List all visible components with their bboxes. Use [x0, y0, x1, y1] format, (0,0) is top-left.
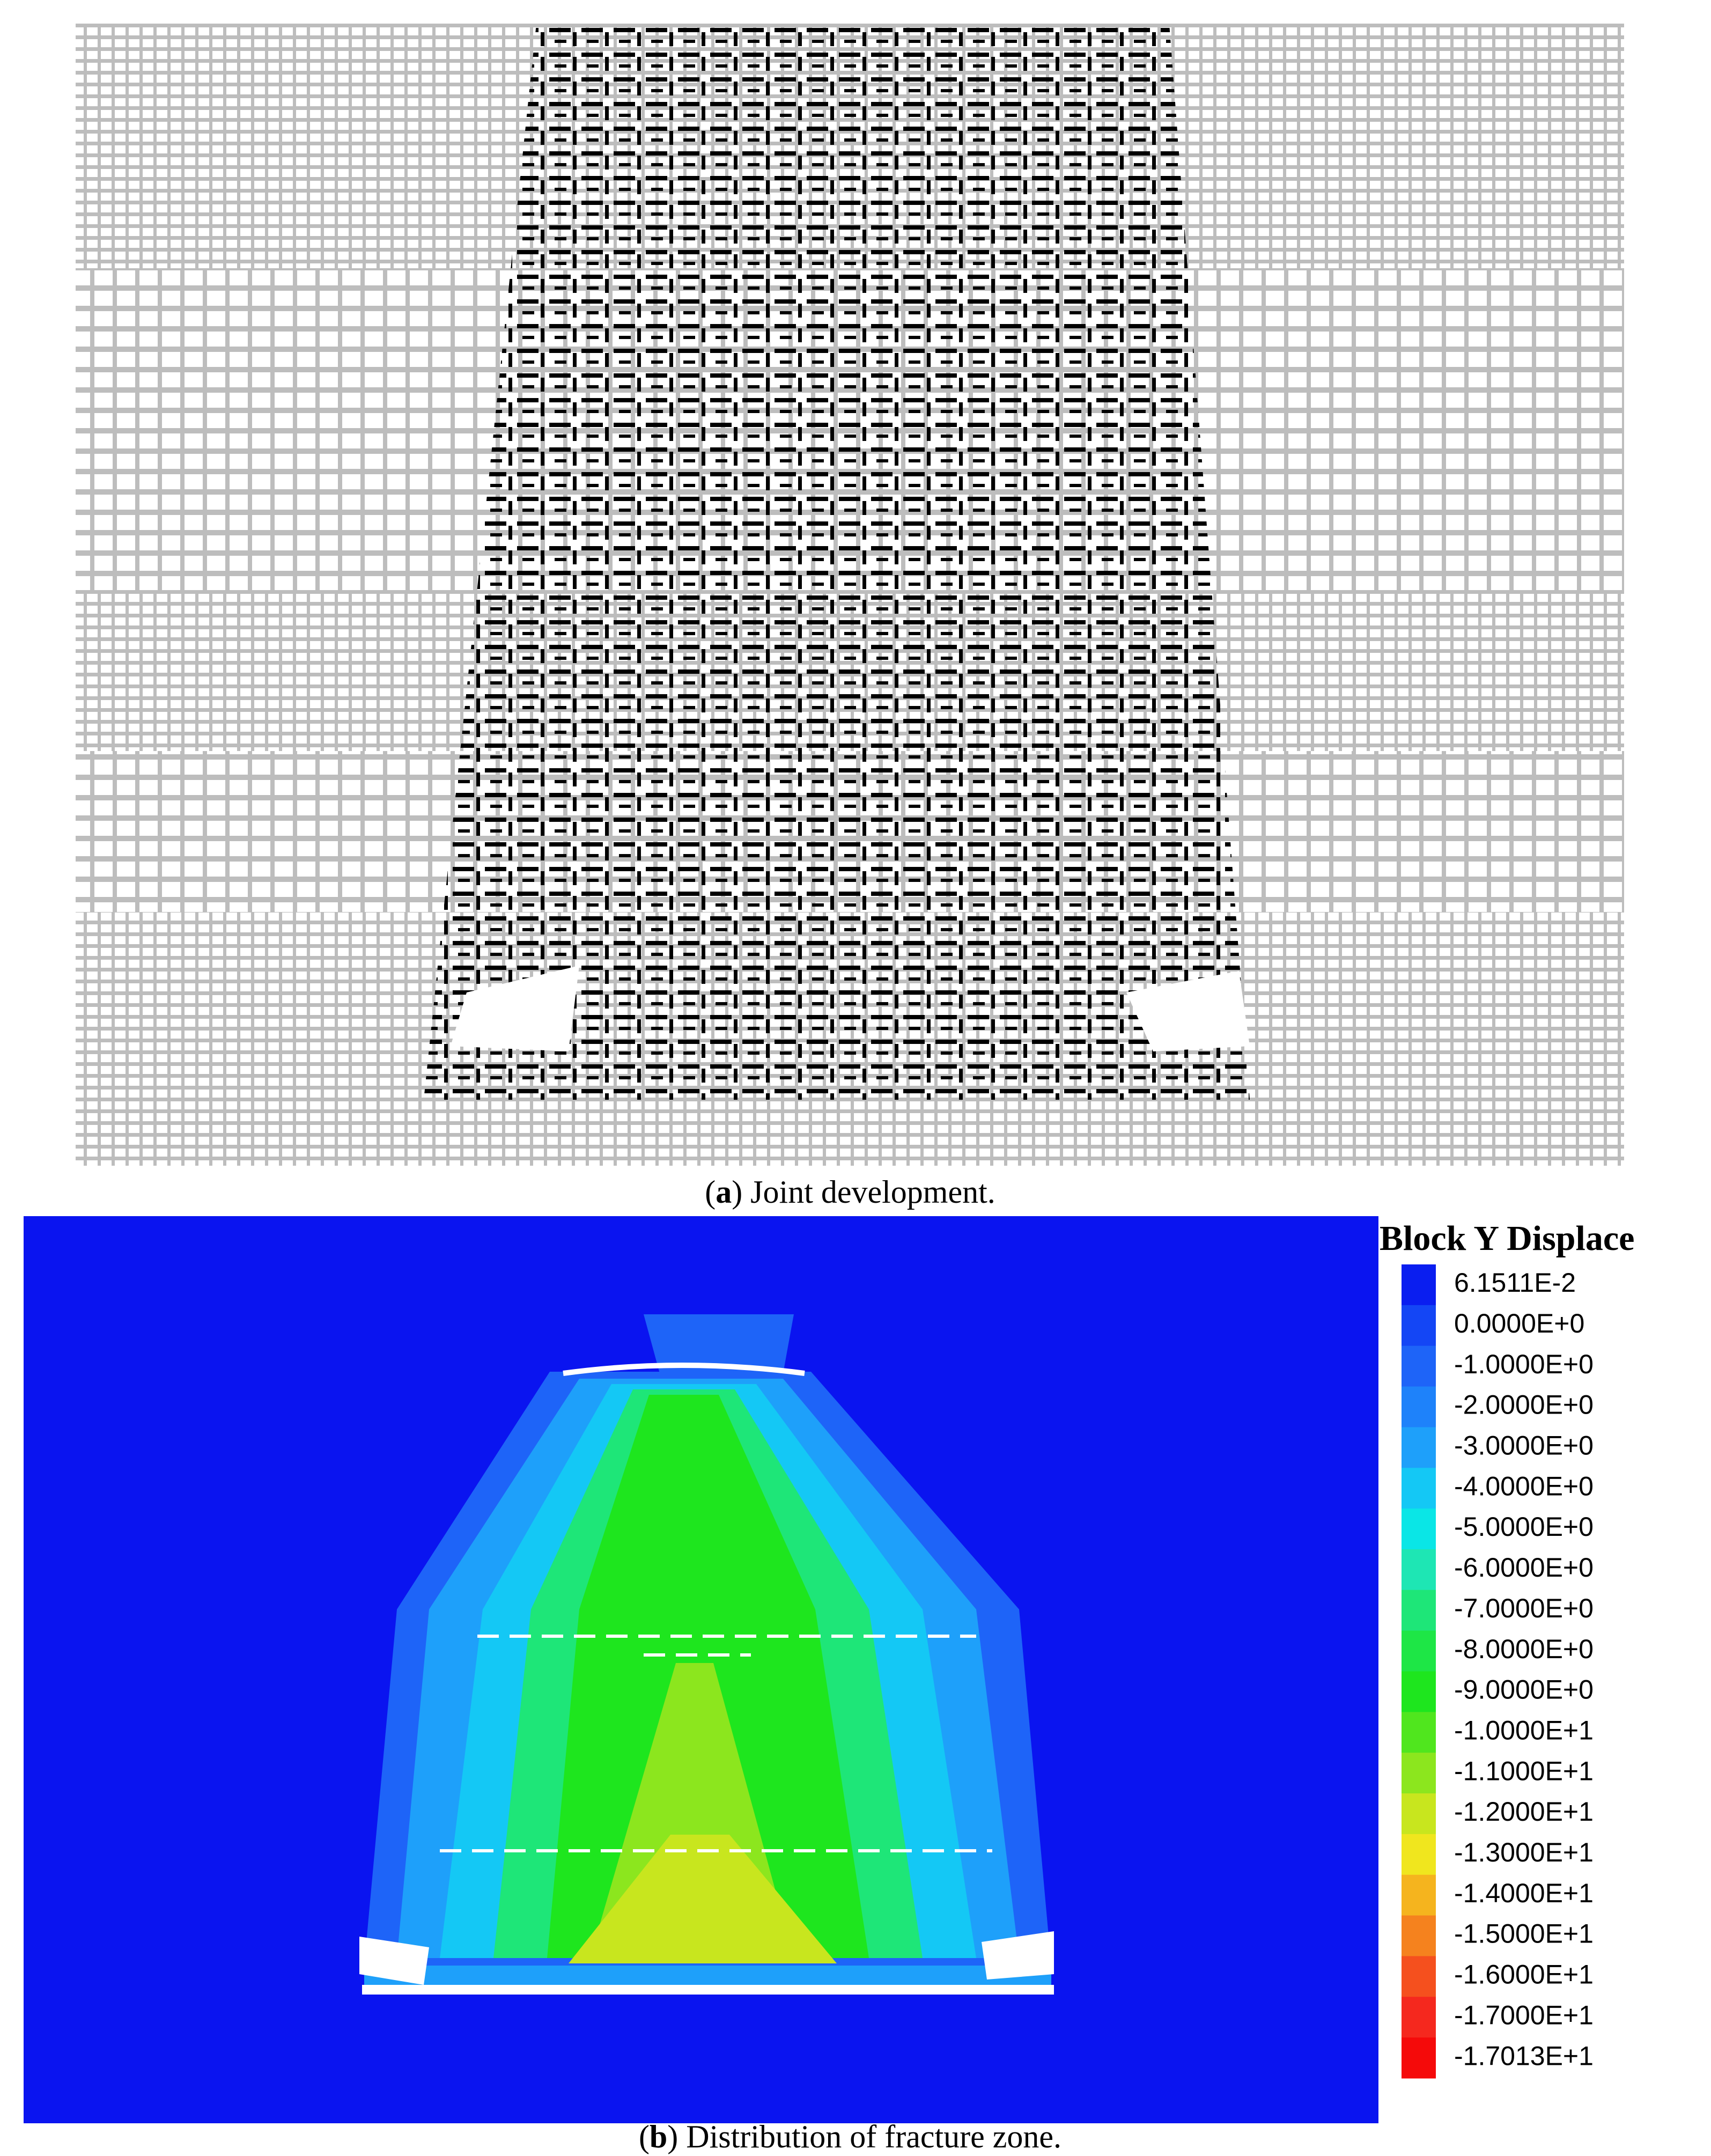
legend-swatch: [1402, 1753, 1436, 1794]
legend-label: -1.2000E+1: [1454, 1797, 1594, 1827]
legend-swatch: [1402, 1305, 1436, 1346]
legend-label: -1.7013E+1: [1454, 2041, 1594, 2071]
caption-text: ) Distribution of fracture zone.: [667, 2119, 1061, 2154]
legend-label: -1.0000E+1: [1454, 1715, 1594, 1745]
legend-swatch: [1402, 1671, 1436, 1712]
legend-swatch: [1402, 1956, 1436, 1997]
caption-label: a: [716, 1174, 732, 1210]
caption-a: (a) Joint development.: [705, 1174, 995, 1210]
legend-label: -5.0000E+0: [1454, 1512, 1594, 1542]
legend-swatch: [1402, 1386, 1436, 1427]
legend-swatch: [1402, 1427, 1436, 1468]
caption-label: b: [650, 2119, 667, 2154]
legend-label: -1.0000E+0: [1454, 1349, 1594, 1379]
legend-label: 6.1511E-2: [1454, 1268, 1576, 1298]
caption-open: (: [705, 1174, 716, 1210]
legend-swatch: [1402, 1549, 1436, 1591]
caption-open: (: [639, 2119, 650, 2154]
legend-swatch: [1402, 1874, 1436, 1916]
legend-label: -7.0000E+0: [1454, 1593, 1594, 1623]
legend-label: -1.7000E+1: [1454, 2000, 1594, 2030]
joint-development-image: [76, 24, 1624, 1166]
legend-label: -8.0000E+0: [1454, 1634, 1594, 1664]
legend-label: -9.0000E+0: [1454, 1675, 1594, 1705]
legend-swatch: [1402, 1630, 1436, 1672]
legend-swatch: [1402, 1834, 1436, 1875]
legend-label: -6.0000E+0: [1454, 1552, 1594, 1583]
legend-label: -1.6000E+1: [1454, 1960, 1594, 1990]
legend-title: Block Y Displace: [1380, 1219, 1634, 1258]
legend: 6.1511E-2 0.0000E+0 -1.0000E+0 -2.0000E+0 -3…: [1402, 1264, 1594, 2079]
legend-swatch: [1402, 1712, 1436, 1753]
legend-swatch: [1402, 2037, 1436, 2079]
legend-swatch: [1402, 1793, 1436, 1835]
legend-swatch: [1402, 1509, 1436, 1550]
legend-label: -4.0000E+0: [1454, 1471, 1594, 1501]
legend-swatch: [1402, 1915, 1436, 1956]
legend-label: -3.0000E+0: [1454, 1431, 1594, 1461]
legend-swatch: [1402, 1468, 1436, 1509]
legend-swatch: [1402, 1997, 1436, 2038]
legend-swatch: [1402, 1264, 1436, 1306]
legend-label: -1.4000E+1: [1454, 1878, 1594, 1908]
legend-label: -2.0000E+0: [1454, 1390, 1594, 1420]
legend-label: 0.0000E+0: [1454, 1308, 1584, 1338]
legend-swatch: [1402, 1590, 1436, 1631]
caption-text: ) Joint development.: [732, 1174, 995, 1210]
legend-swatch: [1402, 1345, 1436, 1387]
legend-label: -1.3000E+1: [1454, 1837, 1594, 1867]
legend-label: -1.1000E+1: [1454, 1756, 1594, 1786]
legend-label: -1.5000E+1: [1454, 1919, 1594, 1949]
caption-b: (b) Distribution of fracture zone.: [639, 2119, 1061, 2154]
fracture-zone-image: [24, 1216, 1378, 2123]
